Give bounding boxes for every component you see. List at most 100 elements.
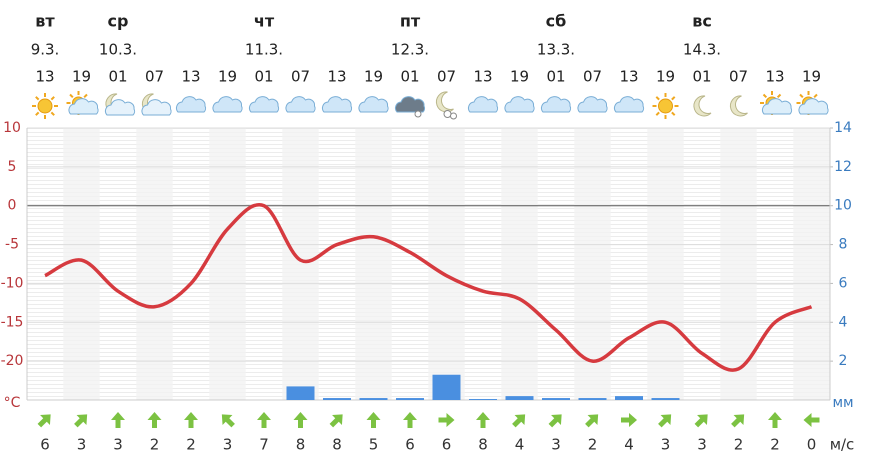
wind-arrow xyxy=(366,412,381,428)
sun-ray xyxy=(799,93,804,99)
arrow-shape xyxy=(111,412,125,428)
column-shade xyxy=(793,128,830,400)
weather-icon xyxy=(760,91,793,115)
wind-arrow xyxy=(438,413,455,427)
y2-tick-label: 14 xyxy=(834,120,852,136)
column-shade xyxy=(209,128,246,400)
cloud xyxy=(212,96,243,113)
hour: 01 xyxy=(254,68,273,86)
hour: 01 xyxy=(546,68,565,86)
precip-bar xyxy=(651,398,680,400)
arrow-shape xyxy=(803,413,820,427)
column-shade xyxy=(355,128,392,400)
precip-bar xyxy=(578,398,607,400)
cloud xyxy=(68,98,99,115)
wind-arrow xyxy=(731,414,745,428)
arrow-shape xyxy=(221,414,235,428)
arrow-shape xyxy=(621,413,637,427)
weather-icon xyxy=(104,93,136,116)
sun-ray xyxy=(671,111,676,116)
cloud xyxy=(248,96,280,113)
cloud xyxy=(175,96,207,113)
hour: 13 xyxy=(181,68,200,86)
moon xyxy=(729,95,748,117)
arrow-shape xyxy=(147,412,162,428)
wind-speed: 3 xyxy=(113,436,123,454)
arrow-shape xyxy=(476,412,490,428)
hour: 07 xyxy=(583,68,602,86)
cloud xyxy=(504,96,535,113)
date: 12.3. xyxy=(391,41,429,59)
wind-speed: 3 xyxy=(661,436,671,454)
wind-arrow xyxy=(293,412,308,428)
y2-tick-label: 4 xyxy=(839,314,848,330)
wind-arrow xyxy=(476,412,490,428)
wind-speed: 2 xyxy=(588,436,598,454)
hour: 07 xyxy=(145,68,164,86)
column-shade xyxy=(574,128,611,400)
day-name: пт xyxy=(400,12,421,31)
column-shade xyxy=(720,128,757,400)
day-name: сб xyxy=(546,12,567,31)
date: 14.3. xyxy=(683,41,721,59)
wind-speed: 8 xyxy=(296,436,306,454)
moon xyxy=(435,91,454,113)
sun-ray xyxy=(776,93,782,99)
precip-bar xyxy=(615,396,643,400)
wind-arrow xyxy=(658,414,672,428)
y-tick-label: 5 xyxy=(8,159,17,175)
cloud xyxy=(577,96,608,113)
moon xyxy=(693,95,712,117)
precip-bar xyxy=(542,398,570,400)
cloud xyxy=(540,96,572,113)
cloud xyxy=(613,96,645,113)
weather-icon xyxy=(540,96,572,113)
sun-ray xyxy=(69,93,74,99)
weather-icon xyxy=(321,96,353,113)
y2-tick-label: 6 xyxy=(839,275,848,291)
wind-speed: 7 xyxy=(259,436,269,454)
hour: 19 xyxy=(510,68,529,86)
hour: 19 xyxy=(656,68,675,86)
hour: 01 xyxy=(400,68,419,86)
wind-speed: 8 xyxy=(332,436,342,454)
day-name: ср xyxy=(108,12,129,31)
weather-icon xyxy=(175,96,207,113)
hour: 13 xyxy=(619,68,638,86)
wind-speed: 2 xyxy=(770,436,780,454)
weather-icon xyxy=(613,96,645,113)
arrow-shape xyxy=(403,412,417,428)
precip-bar xyxy=(286,386,315,400)
y2-tick-label: 2 xyxy=(839,353,848,369)
sun-ray xyxy=(83,93,88,99)
wind-arrow xyxy=(803,413,820,427)
sun xyxy=(658,98,673,114)
wind-speed: 5 xyxy=(369,436,379,454)
weather-icon xyxy=(577,96,608,113)
wind-arrow xyxy=(694,414,708,428)
column-shade xyxy=(647,128,684,400)
cloud xyxy=(104,99,136,116)
wind-unit: м/с xyxy=(830,436,855,454)
wind-arrow xyxy=(257,412,271,428)
wind-speed: 4 xyxy=(515,436,525,454)
wind-speed: 4 xyxy=(624,436,634,454)
hour: 07 xyxy=(729,68,748,86)
hour: 19 xyxy=(72,68,91,86)
weather-icon xyxy=(467,96,499,113)
sun-ray xyxy=(813,93,818,99)
day-name: вт xyxy=(35,12,55,31)
wind-arrow xyxy=(621,413,637,427)
hour: 07 xyxy=(437,68,456,86)
cloud xyxy=(321,96,353,113)
wind-arrow xyxy=(37,414,51,428)
hour: 01 xyxy=(108,68,127,86)
wind-arrow xyxy=(74,414,88,428)
cloud xyxy=(141,99,172,116)
hour: 19 xyxy=(364,68,383,86)
cloud xyxy=(798,98,829,115)
sun-ray xyxy=(50,111,55,116)
y-tick-label: -10 xyxy=(1,275,24,291)
sun xyxy=(37,98,53,114)
weather-icon xyxy=(729,95,748,117)
